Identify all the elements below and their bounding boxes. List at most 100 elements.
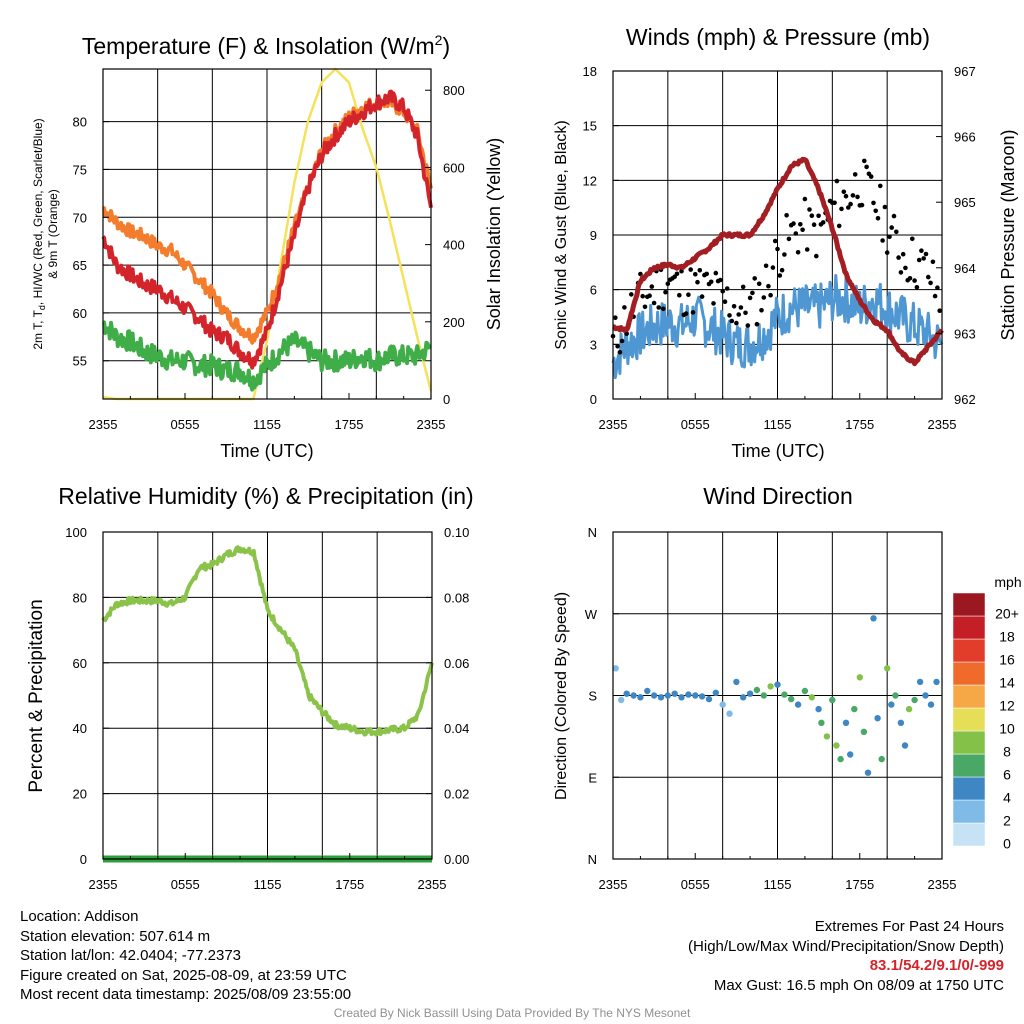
gust-point <box>843 193 849 199</box>
direction-point <box>650 692 658 699</box>
gust-point <box>661 306 666 312</box>
created-text: Figure created on Sat, 2025-08-09, at 23… <box>20 966 347 984</box>
gust-point <box>875 216 881 221</box>
direction-point <box>630 692 637 699</box>
gust-point <box>834 178 840 184</box>
pressure-y-ticks: 962 963 964 965 966 967 <box>936 64 976 407</box>
x-tick-label: 0555 <box>681 417 710 432</box>
wind-y-label: Sonic Wind & Gust (Blue, Black) <box>553 120 570 349</box>
direction-point <box>692 692 699 699</box>
colorbar-swatch <box>952 661 986 686</box>
direction-point <box>933 678 940 686</box>
direction-y-label: Direction (Colored By Speed) <box>553 592 570 800</box>
y2-tick-label: 965 <box>954 195 976 210</box>
y-tick-label: 65 <box>73 258 87 273</box>
colorbar-swatch <box>952 799 986 824</box>
direction-point <box>740 694 747 701</box>
gust-point <box>836 223 842 229</box>
gust-point <box>693 272 698 277</box>
x-tick-label: 0555 <box>171 417 200 432</box>
direction-point <box>623 690 630 697</box>
gust-point <box>935 285 940 291</box>
direction-point <box>927 701 935 708</box>
wind-y-ticks: 0 3 6 9 12 15 18 <box>583 64 619 407</box>
latlon-text: Station lat/lon: 42.0404; -77.2373 <box>20 947 242 964</box>
gust-point <box>864 164 869 170</box>
direction-point <box>823 733 831 740</box>
y2-tick-label: 963 <box>954 326 976 341</box>
gust-point <box>722 299 728 305</box>
gust-point <box>914 285 920 290</box>
y2-tick-label: 200 <box>443 315 465 330</box>
gust-point <box>651 300 657 306</box>
gust-point <box>832 200 837 206</box>
colorbar-swatch <box>952 822 986 847</box>
y-tick-label: 6 <box>590 283 597 298</box>
gust-point <box>731 304 737 309</box>
colorbar-swatch <box>952 776 986 801</box>
colorbar-label: 0 <box>1003 836 1011 852</box>
gust-point <box>704 271 709 277</box>
direction-point <box>657 694 665 701</box>
gust-point <box>642 304 648 310</box>
direction-point <box>901 742 909 749</box>
gust-point <box>754 321 760 327</box>
gust-point <box>619 338 625 344</box>
gust-point <box>903 265 908 271</box>
direction-point <box>644 687 651 695</box>
y2-tick-label: 0 <box>443 392 450 407</box>
direction-point <box>746 690 754 697</box>
colorbar-label: 14 <box>999 675 1015 691</box>
gust-point <box>841 189 847 195</box>
y-tick-label: 60 <box>73 306 87 321</box>
y2-tick-label: 964 <box>954 261 976 276</box>
colorbar-title: mph <box>994 574 1021 590</box>
gust-point <box>926 274 931 280</box>
credit-text: Created By Nick Bassill Using Data Provi… <box>333 1006 691 1020</box>
gust-point <box>615 344 620 349</box>
direction-point <box>905 705 913 713</box>
gust-point <box>896 255 901 260</box>
sonic-wind-line <box>611 274 944 380</box>
gust-point <box>738 305 744 310</box>
direction-point <box>911 696 918 704</box>
direction-point <box>705 695 713 703</box>
y-tick-label: 18 <box>583 64 597 79</box>
y-tick-label: 100 <box>65 525 87 540</box>
gust-point <box>937 308 942 314</box>
y2-tick-label: 0.06 <box>444 656 469 671</box>
direction-point <box>892 692 899 699</box>
humidity-panel: Relative Humidity (%) & Precipitation (i… <box>26 483 474 892</box>
gust-point <box>720 288 725 294</box>
gust-point <box>930 259 936 265</box>
precip-y-ticks: 0.00 0.02 0.04 0.06 0.08 0.10 <box>426 525 469 867</box>
speed-colorbar: 0 2 4 6 8 10 12 14 16 18 20+ <box>952 592 1019 852</box>
gust-point <box>697 268 703 273</box>
gust-point <box>782 252 787 257</box>
gust-point <box>647 293 652 299</box>
gust-point <box>727 313 732 318</box>
wind-x-label: Time (UTC) <box>731 441 824 461</box>
temperature-y-label-line2: & 9m T (Orange) <box>46 189 60 279</box>
gust-point <box>873 208 878 214</box>
gust-point <box>820 220 826 225</box>
gust-point <box>928 280 933 286</box>
colorbar-swatch <box>952 707 986 732</box>
direction-point <box>829 696 836 704</box>
direction-point <box>851 705 858 713</box>
y-tick-label: 40 <box>73 721 87 736</box>
colorbar-swatch <box>952 615 986 640</box>
y-tick-label: 15 <box>583 119 597 134</box>
gust-point <box>677 292 682 298</box>
colorbar-label: 10 <box>999 721 1015 737</box>
humidity-grid <box>103 532 432 859</box>
y-tick-label: W <box>585 607 598 622</box>
direction-point <box>864 769 872 776</box>
gust-point <box>724 286 730 291</box>
direction-series <box>612 615 940 776</box>
direction-title: Wind Direction <box>703 483 853 509</box>
gust-point <box>759 308 764 313</box>
y-tick-label: 20 <box>73 787 87 802</box>
gust-point <box>763 263 769 269</box>
gust-point <box>878 183 883 189</box>
